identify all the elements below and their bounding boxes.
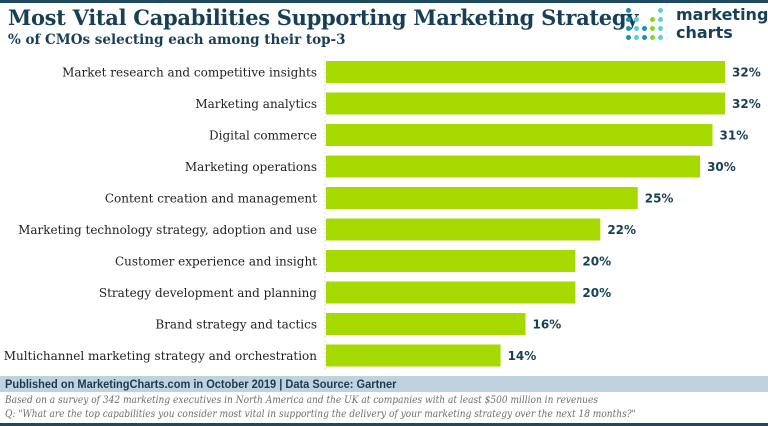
bar <box>326 92 725 115</box>
category-label: Content creation and management <box>105 192 317 206</box>
value-label: 32% <box>732 97 761 111</box>
value-label: 16% <box>533 318 562 332</box>
logo-dot <box>658 35 663 40</box>
value-label: 25% <box>645 192 674 206</box>
logo-dot <box>658 26 663 31</box>
logo-text: marketing charts <box>676 6 768 42</box>
category-label: Customer experience and insight <box>115 255 317 269</box>
category-label: Marketing analytics <box>195 97 317 111</box>
logo-dot <box>650 17 655 22</box>
logo-dot <box>642 35 647 40</box>
logo-dot <box>650 35 655 40</box>
category-label: Brand strategy and tactics <box>155 318 317 332</box>
logo-dot <box>650 26 655 31</box>
logo-dot <box>626 35 631 40</box>
logo-dot <box>642 26 647 31</box>
category-label: Multichannel marketing strategy and orch… <box>4 349 318 363</box>
marketingcharts-logo: marketing charts <box>626 6 768 46</box>
top-border <box>0 0 768 3</box>
bar <box>326 155 701 178</box>
logo-dot <box>634 26 639 31</box>
category-label: Marketing technology strategy, adoption … <box>18 223 317 237</box>
category-label: Market research and competitive insights <box>62 66 317 80</box>
value-label: 31% <box>720 129 749 143</box>
logo-dot <box>658 17 663 22</box>
chart-title: Most Vital Capabilities Supporting Marke… <box>8 5 639 30</box>
bar <box>326 344 501 367</box>
bar <box>326 250 576 272</box>
footer-question-note: Q: "What are the top capabilities you co… <box>5 408 636 420</box>
value-label: 20% <box>582 255 611 269</box>
footer-published: Published on MarketingCharts.com in Octo… <box>5 377 397 391</box>
logo-line-1: marketing <box>676 5 768 24</box>
value-label: 22% <box>607 223 636 237</box>
bar <box>326 124 713 146</box>
bottom-border <box>0 423 768 426</box>
chart-subtitle: % of CMOs selecting each among their top… <box>8 32 346 48</box>
category-label: Digital commerce <box>209 129 317 143</box>
bar <box>326 218 601 241</box>
category-label: Strategy development and planning <box>99 286 317 300</box>
bar <box>326 281 576 304</box>
category-label: Marketing operations <box>185 160 317 174</box>
bar <box>326 313 526 335</box>
bar <box>326 61 725 83</box>
logo-dot <box>634 35 639 40</box>
footer-band <box>0 376 768 392</box>
footer-survey-note: Based on a survey of 342 marketing execu… <box>5 394 598 406</box>
logo-dot <box>626 17 631 22</box>
bar <box>326 187 638 209</box>
value-label: 14% <box>508 349 537 363</box>
bar-chart: Market research and competitive insights… <box>4 56 761 372</box>
logo-dot <box>626 8 631 13</box>
value-label: 32% <box>732 66 761 80</box>
logo-dot <box>626 26 631 31</box>
logo-dot <box>658 8 663 13</box>
value-label: 30% <box>707 160 736 174</box>
logo-line-2: charts <box>676 23 733 42</box>
value-label: 20% <box>582 286 611 300</box>
logo-dot <box>634 17 639 22</box>
